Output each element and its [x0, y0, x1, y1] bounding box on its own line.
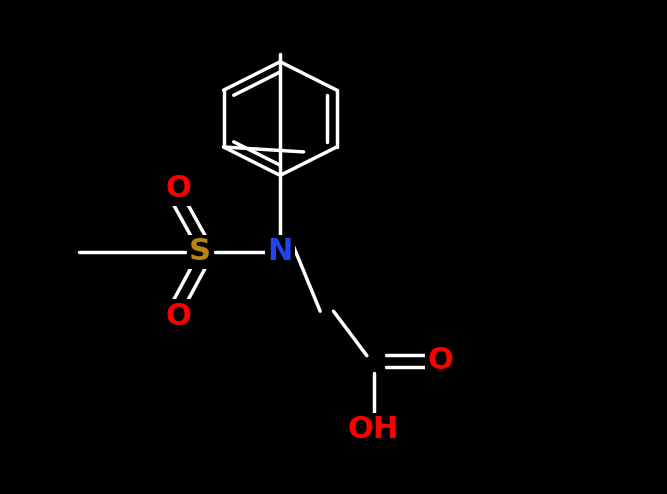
Text: N: N: [267, 238, 293, 266]
Text: OH: OH: [348, 415, 399, 444]
Text: O: O: [428, 346, 453, 375]
Text: O: O: [166, 174, 191, 203]
Text: O: O: [166, 302, 191, 330]
Text: S: S: [189, 238, 211, 266]
